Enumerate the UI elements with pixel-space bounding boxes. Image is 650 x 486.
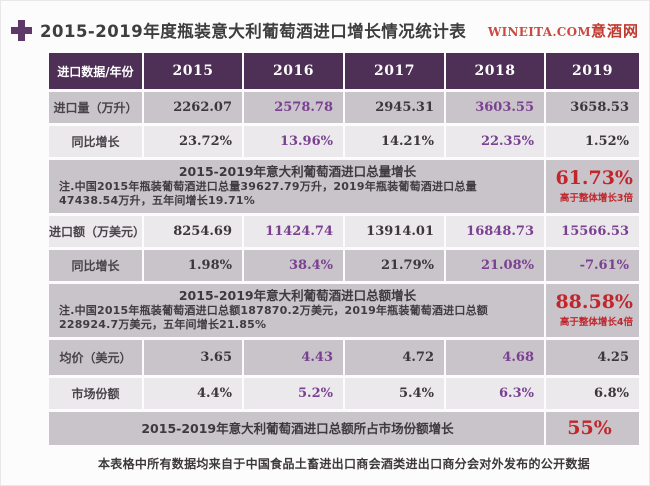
header-cell-axis: 进口数据/年份 xyxy=(49,53,142,89)
value-cell: 3.65 xyxy=(144,340,242,375)
value-cell: 3603.55 xyxy=(446,92,544,123)
value-cell: 21.79% xyxy=(345,250,444,281)
row-label: 同比增长 xyxy=(49,250,142,281)
value-cell: 2945.31 xyxy=(345,92,444,123)
value-cell: 16848.73 xyxy=(446,216,544,247)
growth-highlight: 55% xyxy=(567,416,612,439)
row-label: 市场份额 xyxy=(49,378,142,409)
header-cell-year-2018: 2018 xyxy=(446,53,544,89)
value-cell: 23.72% xyxy=(144,126,242,157)
note-text: 注.中国2015年瓶装葡萄酒进口总量39627.79万升，2019年瓶装葡萄酒进… xyxy=(59,179,477,208)
row-label: 进口量（万升） xyxy=(49,92,142,123)
value-cell: 2262.07 xyxy=(144,92,242,123)
value-cell: 4.68 xyxy=(446,340,544,375)
value-cell: -7.61% xyxy=(546,250,639,281)
value-cell: 1.98% xyxy=(144,250,242,281)
value-cell: 21.08% xyxy=(446,250,544,281)
value-cell: 6.3% xyxy=(446,378,544,409)
value-cell: 4.43 xyxy=(244,340,343,375)
note-heading: 2015-2019年意大利葡萄酒进口总额增长 xyxy=(178,288,417,303)
value-cell: 13.96% xyxy=(244,126,343,157)
row-label: 进口额（万美元） xyxy=(49,216,145,247)
note-text: 注.中国2015年瓶装葡萄酒进口总额187870.2万美元，2019年瓶装葡萄酒… xyxy=(59,303,488,332)
row-value-yoy: 同比增长 1.98% 38.4% 21.79% 21.08% -7.61% xyxy=(49,250,639,281)
page-title: 2015-2019年度瓶装意大利葡萄酒进口增长情况统计表 xyxy=(40,22,467,41)
note-row-value-growth: 2015-2019年意大利葡萄酒进口总额增长 注.中国2015年瓶装葡萄酒进口总… xyxy=(49,284,639,337)
value-cell: 38.4% xyxy=(244,250,343,281)
header-cell-year-2015: 2015 xyxy=(144,53,242,89)
value-cell: 6.8% xyxy=(546,378,639,409)
row-import-volume: 进口量（万升） 2262.07 2578.78 2945.31 3603.55 … xyxy=(49,92,639,123)
growth-highlight: 61.73% xyxy=(555,167,633,190)
value-cell: 3658.53 xyxy=(546,92,639,123)
row-import-value: 进口额（万美元） 8254.69 11424.74 13914.01 16848… xyxy=(49,216,639,247)
growth-sub: 高于整体增长3倍 xyxy=(559,192,633,204)
value-cell: 15566.53 xyxy=(546,216,639,247)
value-cell: 4.25 xyxy=(546,340,639,375)
wineita-logo: WINEITA.COM意酒网 xyxy=(488,20,639,41)
note-heading: 2015-2019年意大利葡萄酒进口总量增长 xyxy=(178,164,417,179)
header-cell-year-2016: 2016 xyxy=(244,53,343,89)
value-cell: 11424.74 xyxy=(244,216,343,247)
value-cell: 13914.01 xyxy=(345,216,444,247)
growth-highlight-cell: 55% xyxy=(546,412,639,445)
table-header-row: 进口数据/年份 2015 2016 2017 2018 2019 xyxy=(49,53,639,89)
value-cell: 8254.69 xyxy=(144,216,242,247)
note-body: 2015-2019年意大利葡萄酒进口总量增长 注.中国2015年瓶装葡萄酒进口总… xyxy=(49,160,544,213)
value-cell: 4.72 xyxy=(345,340,444,375)
note-row-volume-growth: 2015-2019年意大利葡萄酒进口总量增长 注.中国2015年瓶装葡萄酒进口总… xyxy=(49,160,639,213)
row-volume-yoy: 同比增长 23.72% 13.96% 14.21% 22.35% 1.52% xyxy=(49,126,639,157)
header-cell-year-2019: 2019 xyxy=(546,53,639,89)
logo-en-text: WINEITA.COM xyxy=(487,24,591,39)
value-cell: 2578.78 xyxy=(244,92,343,123)
value-cell: 4.4% xyxy=(144,378,242,409)
plus-icon xyxy=(11,19,32,41)
value-cell: 5.2% xyxy=(244,378,343,409)
row-label: 均价（美元） xyxy=(49,340,142,375)
row-market-share: 市场份额 4.4% 5.2% 5.4% 6.3% 6.8% xyxy=(49,378,639,409)
note-body: 2015-2019年意大利葡萄酒进口总额增长 注.中国2015年瓶装葡萄酒进口总… xyxy=(49,284,544,337)
row-label: 同比增长 xyxy=(49,126,142,157)
title-bar: 2015-2019年度瓶装意大利葡萄酒进口增长情况统计表 WINEITA.COM… xyxy=(11,15,643,45)
logo-cn-text: 意酒网 xyxy=(590,21,639,40)
footer-source-note: 本表格中所有数据均来自于中国食品土畜进出口商会酒类进出口商分会对外发布的公开数据 xyxy=(97,457,590,471)
value-cell: 14.21% xyxy=(345,126,444,157)
growth-sub: 高于整体增长4倍 xyxy=(559,316,633,328)
growth-highlight-cell: 88.58% 高于整体增长4倍 xyxy=(546,284,639,337)
value-cell: 5.4% xyxy=(345,378,444,409)
growth-highlight: 88.58% xyxy=(555,291,633,314)
header-cell-year-2017: 2017 xyxy=(345,53,444,89)
row-average-price: 均价（美元） 3.65 4.43 4.72 4.68 4.25 xyxy=(49,340,639,375)
note-body: 2015-2019年意大利葡萄酒进口总额所占市场份额增长 xyxy=(49,412,544,445)
statistics-table: 进口数据/年份 2015 2016 2017 2018 2019 进口量（万升）… xyxy=(49,53,639,445)
value-cell: 22.35% xyxy=(446,126,544,157)
value-cell: 1.52% xyxy=(546,126,639,157)
note-heading: 2015-2019年意大利葡萄酒进口总额所占市场份额增长 xyxy=(141,420,454,436)
note-row-share-growth: 2015-2019年意大利葡萄酒进口总额所占市场份额增长 55% xyxy=(49,412,639,445)
growth-highlight-cell: 61.73% 高于整体增长3倍 xyxy=(546,160,639,213)
